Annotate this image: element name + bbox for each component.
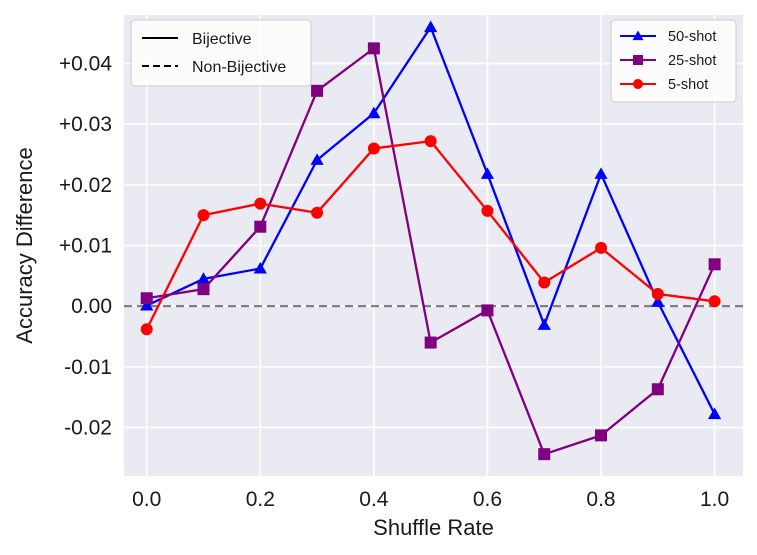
data-point [481,204,494,217]
legend-label: Bijective [192,31,252,48]
x-tick-label: 0.6 [473,488,502,511]
series-25-shot [140,42,721,461]
data-point [538,448,551,461]
data-point [310,153,324,165]
y-tick-label: -0.01 [64,356,112,379]
data-point [140,292,153,305]
legend-line-style: Bijective Non-Bijective [130,19,312,87]
data-point [481,304,494,317]
legend-marker [632,30,644,41]
data-point [424,336,437,349]
legend-label: 5-shot [668,77,708,93]
y-tick-label: -0.02 [64,416,112,439]
y-axis-ticks: -0.02 -0.01 0.00 +0.01 +0.02 +0.03 +0.04 [59,53,112,440]
data-point [367,106,381,119]
data-point [140,298,154,311]
data-point [537,318,551,330]
data-point [140,323,153,336]
data-point [197,283,210,296]
legend-label: Non-Bijective [192,59,286,76]
data-point [424,20,438,33]
legend-label: 50-shot [668,29,716,45]
series-50-shot [140,20,722,420]
data-point [708,258,721,271]
data-point [311,84,324,97]
legend-frame [130,19,312,87]
data-point [367,42,380,55]
legend-label: 25-shot [668,53,716,69]
series-layer [140,20,722,461]
data-point [197,209,210,222]
x-axis-ticks: 0.0 0.2 0.4 0.6 0.8 1.0 [132,488,729,511]
x-tick-label: 0.4 [359,488,389,511]
data-point [595,429,608,442]
legend-marker [633,55,643,65]
data-point [595,241,608,254]
data-point [708,407,722,420]
data-point [311,206,324,219]
grid-lines [124,15,743,476]
x-tick-label: 0.8 [586,488,615,511]
y-tick-label: +0.02 [59,174,112,197]
x-tick-label: 0.2 [246,488,275,511]
y-axis-label: Accuracy Difference [12,147,37,343]
data-point [651,295,665,307]
legend-series: 50-shot 25-shot 5-shot [610,19,737,103]
data-point [480,167,495,179]
data-point [538,276,551,289]
data-point [253,261,267,274]
series-5-shot [140,135,721,336]
data-point [708,295,721,308]
data-point [254,197,267,210]
x-tick-label: 0.0 [132,488,161,511]
data-point [424,135,437,148]
data-point [651,383,664,396]
data-point [367,142,380,155]
y-tick-label: +0.04 [59,53,112,76]
data-point [196,272,211,284]
data-point [254,220,267,233]
legend-marker [633,79,643,89]
data-point [651,288,664,301]
y-tick-label: +0.03 [59,113,112,136]
x-tick-label: 1.0 [700,488,729,511]
data-point [594,167,608,179]
x-axis-label: Shuffle Rate [373,515,494,540]
y-tick-label: 0.00 [71,295,112,318]
y-tick-label: +0.01 [59,235,112,258]
